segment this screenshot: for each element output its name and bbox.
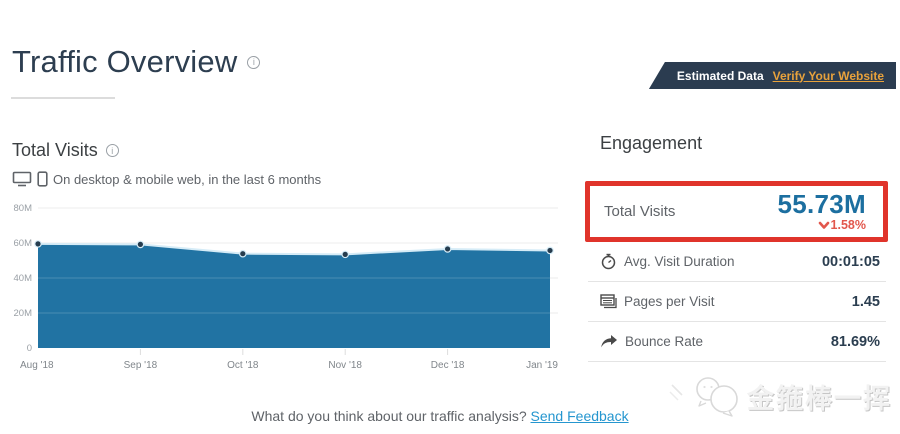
- svg-text:Nov '18: Nov '18: [328, 360, 362, 371]
- desktop-icon: [12, 171, 32, 187]
- info-icon[interactable]: i: [105, 144, 119, 157]
- row-value: 00:01:05: [821, 253, 880, 270]
- total-visits-highlight-box: Total Visits 55.73M 1.58%: [585, 181, 888, 242]
- engagement-rows: Avg. Visit Duration 00:01:05 Pages per V…: [588, 242, 886, 362]
- estimated-data-label: Estimated Data: [676, 68, 764, 83]
- svg-text:60M: 60M: [14, 238, 33, 249]
- engagement-row-bounce-rate: Bounce Rate 81.69%: [588, 322, 886, 362]
- engagement-row-avg-visit-duration: Avg. Visit Duration 00:01:05: [588, 242, 886, 282]
- svg-text:Aug '18: Aug '18: [20, 360, 54, 371]
- total-visits-value: 55.73M: [777, 189, 866, 220]
- svg-text:Sep '18: Sep '18: [124, 360, 158, 371]
- estimated-data-ribbon: Estimated Data Verify Your Website: [648, 62, 896, 89]
- info-icon[interactable]: i: [247, 55, 261, 69]
- page-title-text: Traffic Overview: [12, 44, 238, 79]
- send-feedback-link[interactable]: Send Feedback: [530, 408, 629, 424]
- total-visits-change: 1.58%: [777, 219, 866, 232]
- verify-website-link[interactable]: Verify Your Website: [772, 68, 884, 83]
- arrow-down-icon: [818, 221, 829, 229]
- bounce-arrow-icon: [601, 335, 617, 348]
- svg-text:80M: 80M: [14, 203, 33, 214]
- highlight-label: Total Visits: [604, 203, 676, 220]
- row-label: Avg. Visit Duration: [624, 254, 735, 269]
- row-label: Bounce Rate: [625, 334, 704, 349]
- svg-text:20M: 20M: [14, 308, 33, 319]
- mobile-icon: [37, 171, 48, 187]
- area-chart[interactable]: 80M 60M 40M 20M 0 Aug '18 Sep '18 Oct '18 Nov '1…: [10, 198, 562, 374]
- svg-text:40M: 40M: [14, 273, 33, 284]
- stopwatch-icon: [601, 253, 616, 270]
- watermark: 金箍棒一挥: [669, 374, 892, 418]
- engagement-row-pages-per-visit: Pages per Visit 1.45: [588, 282, 886, 322]
- svg-text:Oct '18: Oct '18: [227, 360, 259, 371]
- total-visits-chart[interactable]: 80M 60M 40M 20M 0 Aug '18 Sep '18 Oct '18 Nov '1…: [10, 198, 562, 374]
- total-visits-heading-text: Total Visits: [12, 140, 98, 160]
- device-scope-note: On desktop & mobile web, in the last 6 m…: [12, 171, 321, 187]
- svg-text:0: 0: [27, 343, 32, 354]
- total-visits-heading: Total Visits i: [12, 140, 119, 161]
- wechat-logo-icon: [696, 377, 738, 417]
- row-label: Pages per Visit: [624, 294, 715, 309]
- change-percent: 1.58%: [830, 218, 866, 233]
- device-scope-text: On desktop & mobile web, in the last 6 m…: [53, 171, 322, 187]
- svg-text:Jan '19: Jan '19: [526, 360, 558, 371]
- svg-text:Dec '18: Dec '18: [431, 360, 465, 371]
- row-value: 1.45: [851, 293, 880, 310]
- pages-icon: [600, 294, 617, 309]
- feedback-question: What do you think about our traffic anal…: [251, 408, 527, 424]
- feedback-footer: What do you think about our traffic anal…: [0, 408, 880, 424]
- title-underline: [11, 97, 115, 99]
- engagement-heading: Engagement: [600, 133, 703, 153]
- watermark-lines-decoration: [669, 384, 683, 401]
- watermark-text: 金箍棒一挥: [747, 383, 892, 414]
- row-value: 81.69%: [830, 333, 880, 350]
- page-title: Traffic Overview i: [12, 44, 261, 80]
